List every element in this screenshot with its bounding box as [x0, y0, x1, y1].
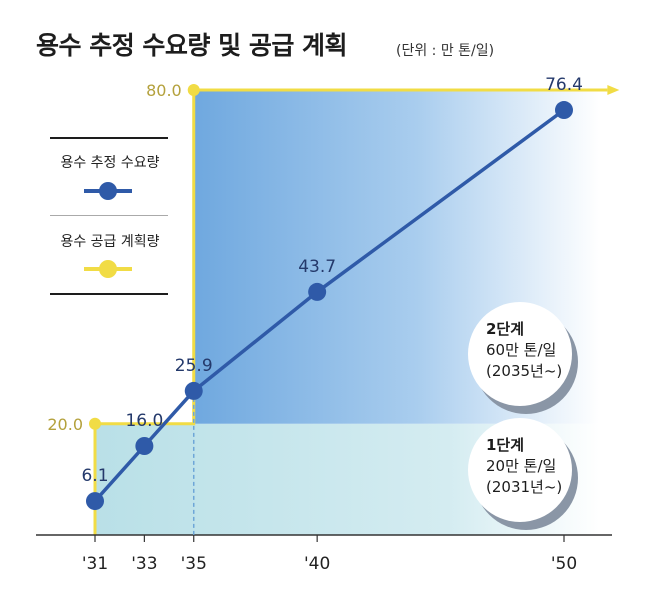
unit-label: (단위 : 만 톤/일)	[396, 43, 495, 59]
demand-point-1	[135, 437, 154, 455]
legend-top-rule	[50, 137, 168, 139]
demand-point-2	[184, 381, 203, 400]
demand-point-4	[555, 101, 573, 120]
demand-value-label-1: 16.0	[125, 411, 163, 431]
chart-title: 용수 추정 수요량 및 공급 계획	[36, 31, 348, 60]
x-tick-label-0: '31	[82, 554, 108, 574]
x-tick-label-2: '35	[181, 554, 207, 574]
legend-demand-label: 용수 추정 수요량	[60, 155, 160, 171]
stage2-badge: 2단계 60만 톤/일 (2035년~)	[468, 302, 572, 406]
demand-value-label-4: 76.4	[545, 75, 583, 95]
stage1-badge: 1단계 20만 톤/일 (2031년~)	[468, 418, 572, 522]
supply-value-label-1: 80.0	[146, 81, 182, 100]
supply-point-1	[187, 84, 200, 96]
supply-point-0	[89, 417, 101, 430]
demand-value-label-3: 43.7	[298, 257, 336, 277]
legend-bottom-rule	[50, 293, 168, 295]
x-tick-label-1: '33	[131, 554, 157, 574]
legend-supply-label: 용수 공급 계획량	[60, 234, 160, 250]
x-tick-label-4: '50	[551, 554, 577, 574]
stage2-title: 2단계	[486, 320, 525, 338]
demand-point-0	[86, 492, 104, 511]
demand-point-3	[308, 282, 327, 301]
stage2-start: (2035년~)	[486, 362, 563, 380]
x-tick-label-3: '40	[304, 554, 330, 574]
supply-step-line	[93, 88, 608, 535]
demand-value-label-0: 6.1	[81, 466, 108, 486]
stage1-amount: 20만 톤/일	[486, 457, 557, 475]
legend-mid-rule	[50, 215, 168, 216]
supply-arrowhead	[607, 85, 620, 95]
supply-value-label-0: 20.0	[47, 415, 83, 434]
stage1-start: (2031년~)	[486, 478, 563, 496]
demand-value-label-2: 25.9	[175, 356, 213, 376]
stage1-title: 1단계	[486, 436, 525, 454]
stage2-amount: 60만 톤/일	[486, 341, 557, 359]
